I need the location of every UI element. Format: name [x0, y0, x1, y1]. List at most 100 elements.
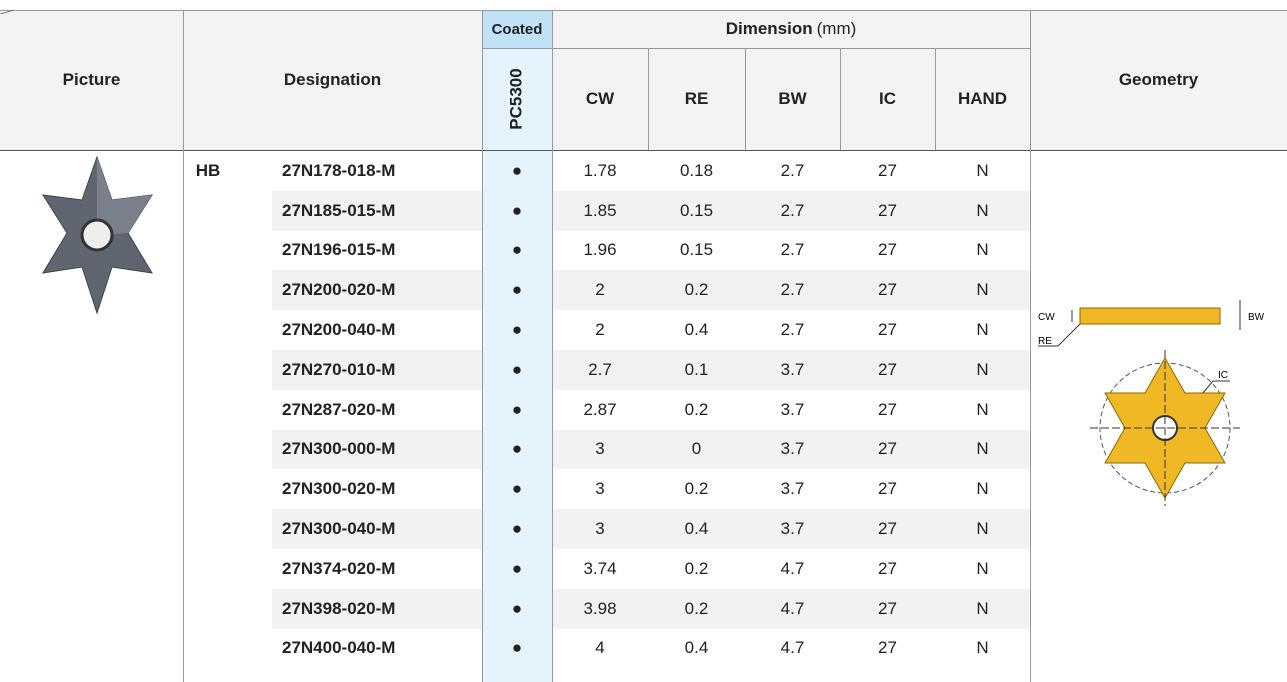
corner-diagonal [0, 9, 15, 14]
coated-mark: ● [511, 160, 523, 180]
designation: 27N374-020-M [282, 558, 396, 578]
dimension-value: 0.18 [679, 160, 714, 180]
dimension-value: 4.7 [780, 558, 805, 578]
dimension-value: 2.7 [780, 200, 805, 220]
dimension-value: 4.7 [780, 638, 805, 658]
dimension-value: 3.7 [780, 439, 805, 459]
dimension-value: N [976, 160, 989, 180]
dimension-value: 27 [878, 479, 897, 499]
header-cell: Designation [283, 70, 382, 89]
coated-mark: ● [511, 558, 523, 578]
dimension-value: 2.7 [780, 240, 805, 260]
dimension-value: 0.15 [679, 200, 714, 220]
dimension-value: 27 [878, 160, 897, 180]
dimension-value: 0.4 [684, 638, 709, 658]
header-divider [482, 48, 1030, 49]
coated-mark: ● [511, 598, 523, 618]
coated-mark: ● [511, 638, 523, 658]
dimension-value: 0.1 [684, 359, 709, 379]
coated-mark: ● [511, 439, 523, 459]
dimension-value: 27 [878, 638, 897, 658]
dimension-value: N [976, 200, 989, 220]
dimension-value: 2.7 [780, 320, 805, 340]
dimension-value: N [976, 399, 989, 419]
dimension-value: N [976, 320, 989, 340]
dimension-value: N [976, 598, 989, 618]
column-line [840, 48, 841, 150]
dimension-value: 3.7 [780, 479, 805, 499]
dimension-value: 0.15 [679, 240, 714, 260]
coated-mark: ● [511, 240, 523, 260]
group-label: HB [195, 161, 221, 180]
dimension-value: 2.7 [588, 359, 612, 379]
designation: 27N196-015-M [282, 240, 396, 260]
coated-mark: ● [511, 519, 523, 539]
dimension-value: 2.87 [583, 399, 617, 419]
coated-mark: ● [511, 479, 523, 499]
designation: 27N185-015-M [282, 200, 396, 220]
designation: 27N400-040-M [282, 638, 396, 658]
dimension-value: 3.7 [780, 519, 805, 539]
dimension-value: 4.7 [780, 598, 805, 618]
row-shade [272, 350, 482, 390]
dimension-value: 3.7 [780, 399, 805, 419]
dimension-value: 2.7 [780, 280, 805, 300]
insert-picture [42, 155, 153, 315]
dimension-value: 0.2 [684, 479, 709, 499]
designation: 27N200-020-M [282, 280, 396, 300]
row-shade [272, 509, 482, 549]
dimension-value: 27 [878, 359, 897, 379]
column-line [1030, 10, 1031, 682]
row-shade [553, 429, 1030, 470]
dimension-value: 0.2 [684, 280, 709, 300]
row-shade [272, 190, 482, 231]
designation: 27N300-040-M [282, 519, 396, 539]
dimension-label: Dimension [725, 19, 813, 38]
unit-label: (mm) [816, 19, 857, 38]
dimension-value: 1.96 [583, 240, 617, 260]
dimension-value: N [976, 519, 989, 539]
row-shade [553, 509, 1030, 549]
dimension-value: N [976, 638, 989, 658]
dimension-value: 27 [878, 200, 897, 220]
dimension-value: 3 [595, 439, 605, 459]
row-shade [553, 350, 1030, 390]
header-cell: Geometry [1118, 70, 1199, 89]
designation: 27N287-020-M [282, 399, 396, 419]
column-line [183, 10, 184, 682]
dimension-value: 0 [691, 439, 702, 459]
top-border [0, 10, 1287, 11]
column-line [552, 10, 553, 682]
row-shade [553, 588, 1030, 629]
dimension-value: 0.4 [684, 320, 709, 340]
row-shade [272, 270, 482, 311]
dimension-value: 27 [878, 240, 897, 260]
dimension-value: N [976, 558, 989, 578]
row-shade [553, 190, 1030, 231]
cw-label: CW [1038, 312, 1055, 323]
designation: 27N270-010-M [282, 359, 396, 379]
header-cell: IC [879, 89, 896, 108]
dimension-value: 0.2 [684, 598, 709, 618]
designation: 27N200-040-M [282, 320, 396, 340]
dimension-value: 2.7 [780, 160, 805, 180]
dimension-value: N [976, 439, 989, 459]
header-cell: BW [778, 89, 807, 108]
header-bg [0, 10, 1287, 150]
header-bottom [0, 150, 1287, 151]
dimension-value: 27 [878, 280, 897, 300]
column-line [745, 48, 746, 150]
dimension-value: 2 [595, 280, 605, 300]
coated-mark: ● [511, 320, 523, 340]
header-cell: RE [684, 89, 709, 108]
dimension-value: N [976, 240, 989, 260]
dimension-value: 27 [878, 399, 897, 419]
dimension-value: 1.78 [583, 160, 617, 180]
dimension-value: 27 [878, 439, 897, 459]
dimension-value: 3.74 [583, 558, 617, 578]
dimension-value: 1.85 [583, 200, 617, 220]
dimension-value: 27 [878, 519, 897, 539]
coated-column-bg [482, 48, 552, 682]
column-line [648, 48, 649, 150]
